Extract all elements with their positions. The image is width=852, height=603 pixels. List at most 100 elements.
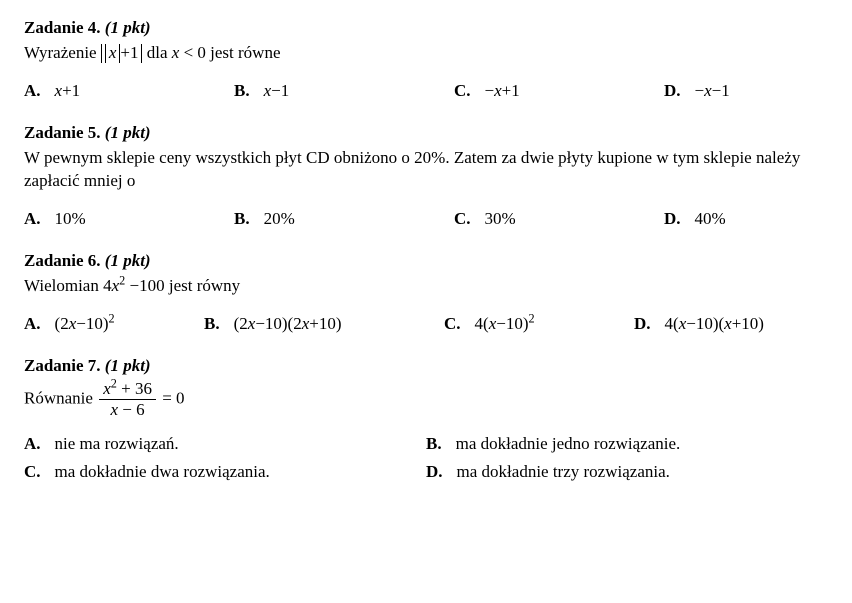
- answer-b: B. 20%: [234, 209, 454, 229]
- answer-d: D. −x−1: [664, 81, 828, 101]
- answer-label: C.: [24, 462, 41, 482]
- coef: 4: [103, 276, 112, 295]
- outer-abs: x+1: [101, 44, 143, 63]
- answer-b: B. x−1: [234, 81, 454, 101]
- task-5-points: (1 pkt): [105, 123, 151, 142]
- var-x: x: [109, 43, 117, 62]
- answer-text: (2x−10)2: [55, 314, 115, 334]
- task-7: Zadanie 7. (1 pkt) Równanie x2 + 36 x − …: [24, 356, 828, 483]
- answer-label: A.: [24, 314, 41, 334]
- mid: −10)(: [686, 314, 724, 333]
- task-4-number: Zadanie 4.: [24, 18, 101, 37]
- task-5: Zadanie 5. (1 pkt) W pewnym sklepie ceny…: [24, 123, 828, 229]
- tail: +1: [62, 81, 80, 100]
- task-4-title: Zadanie 4. (1 pkt): [24, 18, 828, 38]
- close: +10): [732, 314, 764, 333]
- answer-label: A.: [24, 81, 41, 101]
- text: Równanie: [24, 388, 97, 407]
- answer-text: ma dokładnie jedno rozwiązanie.: [456, 434, 681, 454]
- answer-c: C. −x+1: [454, 81, 664, 101]
- task-6-number: Zadanie 6.: [24, 251, 101, 270]
- answer-text: x+1: [55, 81, 81, 101]
- task-7-answers-row2: C. ma dokładnie dwa rozwiązania. D. ma d…: [24, 462, 828, 482]
- task-6-points: (1 pkt): [105, 251, 151, 270]
- task-4-points: (1 pkt): [105, 18, 151, 37]
- var: x: [264, 81, 272, 100]
- answer-a: A. (2x−10)2: [24, 314, 204, 334]
- task-6-prompt: Wielomian 4x2 −100 jest równy: [24, 275, 828, 298]
- var: x: [704, 81, 712, 100]
- task-7-answers-row1: A. nie ma rozwiązań. B. ma dokładnie jed…: [24, 434, 828, 454]
- answer-d: D. ma dokładnie trzy rozwiązania.: [426, 462, 828, 482]
- close: +10): [309, 314, 341, 333]
- answer-label: D.: [664, 209, 681, 229]
- mid: −10): [496, 314, 528, 333]
- eq: = 0: [158, 388, 185, 407]
- answer-a: A. x+1: [24, 81, 234, 101]
- answer-b: B. (2x−10)(2x+10): [204, 314, 444, 334]
- answer-text: −x+1: [485, 81, 520, 101]
- answer-d: D. 4(x−10)(x+10): [634, 314, 828, 334]
- answer-label: B.: [234, 209, 250, 229]
- answer-a: A. nie ma rozwiązań.: [24, 434, 426, 454]
- var: x: [494, 81, 502, 100]
- task-5-number: Zadanie 5.: [24, 123, 101, 142]
- answer-label: A.: [24, 434, 41, 454]
- task-5-title: Zadanie 5. (1 pkt): [24, 123, 828, 143]
- answer-text: 30%: [485, 209, 516, 229]
- answer-text: 40%: [695, 209, 726, 229]
- answer-d: D. 40%: [664, 209, 828, 229]
- open: 4(: [475, 314, 489, 333]
- answer-text: ma dokładnie trzy rozwiązania.: [457, 462, 670, 482]
- task-5-answers: A. 10% B. 20% C. 30% D. 40%: [24, 209, 828, 229]
- plus-one: +1: [120, 43, 138, 62]
- tail: +1: [502, 81, 520, 100]
- open: (2: [234, 314, 248, 333]
- answer-text: nie ma rozwiązań.: [55, 434, 179, 454]
- denominator: x − 6: [99, 400, 156, 419]
- answer-c: C. 4(x−10)2: [444, 314, 634, 334]
- numerator: x2 + 36: [99, 380, 156, 400]
- answer-text: 10%: [55, 209, 86, 229]
- task-5-prompt: W pewnym sklepie ceny wszystkich płyt CD…: [24, 147, 828, 193]
- text: dla: [142, 43, 171, 62]
- answer-text: ma dokładnie dwa rozwiązania.: [55, 462, 270, 482]
- answer-label: B.: [204, 314, 220, 334]
- answer-label: C.: [454, 81, 471, 101]
- task-6-answers: A. (2x−10)2 B. (2x−10)(2x+10) C. 4(x−10)…: [24, 314, 828, 334]
- answer-c: C. 30%: [454, 209, 664, 229]
- var: x: [111, 400, 119, 419]
- rest: − 6: [118, 400, 145, 419]
- answer-text: (2x−10)(2x+10): [234, 314, 342, 334]
- answer-text: 20%: [264, 209, 295, 229]
- answer-label: D.: [634, 314, 651, 334]
- answer-text: x−1: [264, 81, 290, 101]
- task-4-prompt: Wyrażenie x+1 dla x < 0 jest równe: [24, 42, 828, 65]
- text: −100 jest równy: [125, 276, 240, 295]
- pre: −: [485, 81, 495, 100]
- answer-label: D.: [664, 81, 681, 101]
- task-6: Zadanie 6. (1 pkt) Wielomian 4x2 −100 je…: [24, 251, 828, 334]
- task-6-title: Zadanie 6. (1 pkt): [24, 251, 828, 271]
- task-7-prompt: Równanie x2 + 36 x − 6 = 0: [24, 380, 828, 419]
- rest: + 36: [117, 379, 152, 398]
- pre: −: [695, 81, 705, 100]
- answer-label: B.: [426, 434, 442, 454]
- open: (2: [55, 314, 69, 333]
- answer-label: B.: [234, 81, 250, 101]
- answer-text: −x−1: [695, 81, 730, 101]
- text: < 0 jest równe: [179, 43, 280, 62]
- task-4-answers: A. x+1 B. x−1 C. −x+1 D. −x−1: [24, 81, 828, 101]
- answer-label: C.: [454, 209, 471, 229]
- var: x: [103, 379, 111, 398]
- answer-text: 4(x−10)(x+10): [665, 314, 764, 334]
- task-7-title: Zadanie 7. (1 pkt): [24, 356, 828, 376]
- answer-b: B. ma dokładnie jedno rozwiązanie.: [426, 434, 828, 454]
- answer-label: D.: [426, 462, 443, 482]
- tail: −1: [712, 81, 730, 100]
- answer-label: C.: [444, 314, 461, 334]
- inner-abs: x: [105, 44, 121, 63]
- sup: 2: [109, 311, 115, 325]
- task-7-number: Zadanie 7.: [24, 356, 101, 375]
- answer-c: C. ma dokładnie dwa rozwiązania.: [24, 462, 426, 482]
